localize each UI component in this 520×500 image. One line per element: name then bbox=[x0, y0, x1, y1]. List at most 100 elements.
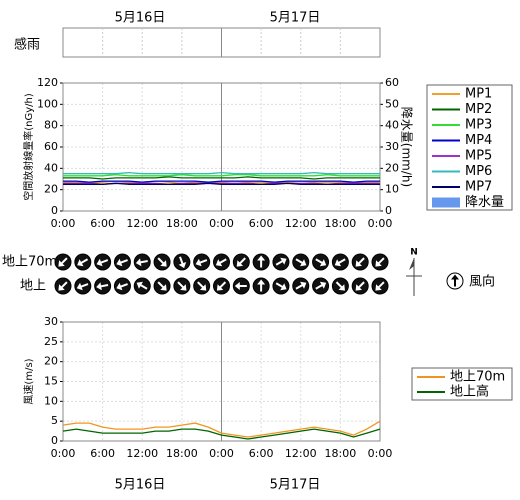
arrow-tip bbox=[195, 258, 202, 267]
wind-arrow bbox=[213, 253, 230, 271]
row-label: 地上 bbox=[20, 279, 46, 294]
arrow-tip bbox=[76, 282, 83, 291]
x-tick-label: 0:00 bbox=[209, 447, 234, 460]
arrow-tip bbox=[300, 259, 307, 267]
y-tick-label: 40 bbox=[44, 161, 58, 174]
arrow-tip bbox=[116, 282, 123, 291]
arrow-tip bbox=[355, 260, 362, 267]
row-label: 地上70m bbox=[2, 255, 57, 270]
arrow-tip bbox=[180, 284, 187, 291]
wind-arrow bbox=[74, 277, 92, 295]
arrow-head bbox=[315, 281, 327, 290]
y-tick-label: 20 bbox=[44, 355, 58, 368]
arrow-tip bbox=[451, 274, 459, 280]
arrow-head bbox=[257, 279, 266, 292]
x-tick-label: 6:00 bbox=[90, 447, 115, 460]
arrow-shaft bbox=[80, 258, 89, 264]
wind-arrow bbox=[173, 277, 191, 295]
wind-arrow bbox=[312, 253, 330, 271]
wind-arrow bbox=[272, 277, 290, 295]
wind-arrow bbox=[252, 277, 270, 295]
legend-box bbox=[426, 84, 513, 211]
y2-tick-label: 20 bbox=[385, 161, 399, 174]
arrow-tip bbox=[338, 284, 345, 291]
arrow-head bbox=[295, 281, 307, 290]
wind-arrow bbox=[193, 277, 211, 295]
y-tick-label: 0 bbox=[51, 434, 58, 447]
wind-arrow bbox=[371, 253, 389, 271]
arrow-shaft bbox=[315, 284, 323, 290]
legend-label: MP2 bbox=[465, 102, 492, 117]
x-tick-label: 6:00 bbox=[249, 217, 274, 230]
arrow-head bbox=[355, 257, 365, 267]
x-tick-label: 18:00 bbox=[166, 217, 198, 230]
wind-arrow bbox=[133, 253, 151, 271]
date-label: 5月17日 bbox=[270, 478, 321, 493]
arrow-tip bbox=[334, 259, 342, 267]
arrow-tip bbox=[136, 281, 143, 289]
arrow-head bbox=[96, 258, 109, 267]
series-line bbox=[62, 428, 381, 440]
legend-arrow bbox=[446, 272, 464, 290]
wind-arrow bbox=[331, 277, 349, 295]
arrow-tip bbox=[215, 259, 223, 267]
wind-arrow bbox=[272, 253, 290, 271]
x-tick-label: 12:00 bbox=[126, 217, 158, 230]
arrow-shaft bbox=[80, 283, 89, 288]
wind-arrow bbox=[113, 277, 131, 295]
arrow-shaft bbox=[338, 258, 346, 264]
y2-axis-title: 降水量(mm/h) bbox=[400, 107, 414, 187]
arrow-tip bbox=[280, 283, 287, 291]
arrow-shaft bbox=[100, 259, 109, 264]
y-tick-label: 80 bbox=[44, 119, 58, 132]
arrow-shaft bbox=[120, 259, 128, 264]
wind-arrow bbox=[113, 253, 131, 271]
arrow-tip bbox=[236, 260, 244, 267]
arrow-head bbox=[295, 258, 307, 267]
legend-box bbox=[411, 367, 513, 401]
arrow-shaft bbox=[335, 281, 343, 289]
arrow-shaft bbox=[315, 258, 323, 264]
legend-label: MP7 bbox=[465, 180, 492, 195]
x-tick-label: 0:00 bbox=[51, 447, 76, 460]
x-tick-label: 18:00 bbox=[325, 447, 357, 460]
y-tick-label: 15 bbox=[44, 375, 58, 388]
arrow-tip bbox=[160, 260, 167, 267]
arrow-tip bbox=[160, 284, 167, 291]
arrow-shaft bbox=[295, 284, 303, 290]
series-line bbox=[63, 182, 380, 185]
arrow-tip bbox=[96, 258, 103, 267]
wind-arrow bbox=[54, 277, 72, 295]
arrow-head bbox=[76, 282, 89, 291]
wind-arrow bbox=[232, 277, 250, 295]
arrow-head bbox=[215, 258, 227, 267]
arrow-shaft bbox=[377, 281, 385, 289]
arrow-tip bbox=[257, 255, 266, 261]
x-tick-label: 0:00 bbox=[209, 217, 234, 230]
arrow-head bbox=[236, 257, 246, 267]
arrow-shaft bbox=[157, 281, 165, 289]
y2-tick-label: 60 bbox=[385, 76, 399, 89]
arrow-tip bbox=[280, 257, 287, 265]
arrow-shaft bbox=[219, 258, 227, 264]
y-tick-label: 100 bbox=[37, 97, 58, 110]
arrow-head bbox=[197, 281, 207, 291]
wind-arrow bbox=[94, 277, 112, 295]
y2-tick-label: 50 bbox=[385, 97, 399, 110]
arrow-head bbox=[77, 258, 89, 267]
wind-arrow bbox=[173, 253, 191, 271]
arrow-tip bbox=[135, 258, 142, 267]
wind-arrow bbox=[153, 277, 171, 295]
arrow-head bbox=[96, 282, 109, 291]
y-tick-label: 10 bbox=[44, 394, 58, 407]
x-tick-label: 6:00 bbox=[90, 217, 115, 230]
y-tick-label: 20 bbox=[44, 183, 58, 196]
wind-arrow bbox=[54, 253, 72, 271]
wind-arrow bbox=[351, 277, 369, 295]
arrow-head bbox=[334, 258, 346, 267]
x-tick-label: 0:00 bbox=[51, 217, 76, 230]
series-line bbox=[63, 176, 380, 180]
y-tick-label: 60 bbox=[44, 140, 58, 153]
wind-arrow bbox=[312, 277, 330, 295]
